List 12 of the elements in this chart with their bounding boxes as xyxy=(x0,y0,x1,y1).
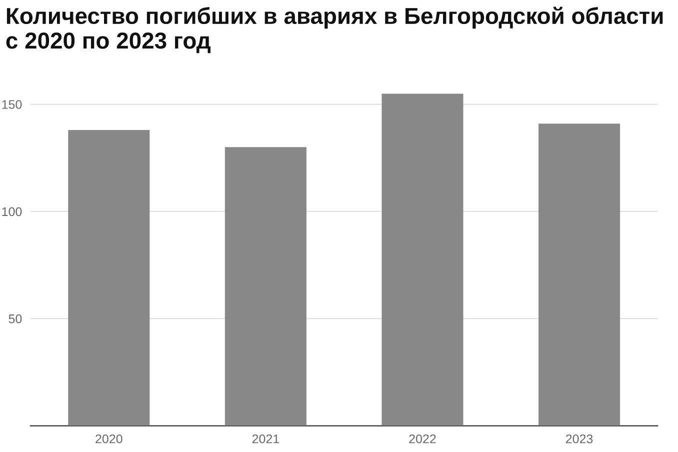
x-tick-label: 2021 xyxy=(252,434,279,444)
bar xyxy=(224,147,306,426)
y-tick-label: 50 xyxy=(8,314,22,324)
y-tick-label: 150 xyxy=(2,100,22,109)
bar xyxy=(538,124,620,426)
bar xyxy=(382,94,464,426)
chart-title: Количество погибших в авариях в Белгородской области с 2020 по 2023 год xyxy=(6,6,663,54)
bar xyxy=(68,130,150,426)
x-tick-label: 2020 xyxy=(96,434,122,444)
x-tick-label: 2023 xyxy=(566,434,593,444)
x-tick-label: 2022 xyxy=(409,434,436,444)
y-tick-label: 100 xyxy=(2,207,22,216)
